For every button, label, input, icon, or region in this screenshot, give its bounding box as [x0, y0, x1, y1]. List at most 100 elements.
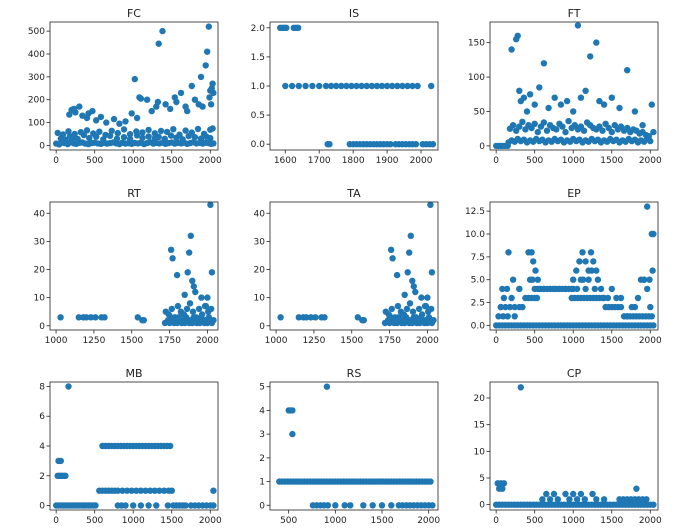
y-tick-label: 150: [468, 39, 485, 49]
scatter-points: [493, 203, 657, 329]
y-tick-label: 4: [259, 406, 265, 416]
axes-frame: [269, 201, 439, 331]
data-point: [523, 108, 531, 115]
data-point: [536, 84, 543, 91]
data-point: [531, 101, 538, 108]
data-point: [511, 313, 518, 320]
data-point: [410, 283, 417, 290]
data-point: [495, 313, 502, 320]
data-point: [389, 255, 396, 262]
data-point: [62, 472, 69, 479]
data-point: [565, 117, 572, 125]
data-point: [616, 104, 623, 112]
data-point: [570, 276, 577, 283]
data-point: [122, 502, 129, 509]
data-point: [322, 82, 330, 90]
data-point: [556, 285, 563, 293]
data-point: [184, 269, 191, 276]
data-point: [119, 487, 126, 494]
x-tick-label: 500: [526, 516, 543, 526]
data-point: [289, 407, 296, 414]
y-tick-label: 3: [259, 430, 265, 440]
data-point: [338, 82, 345, 90]
data-point: [406, 300, 414, 307]
data-point: [508, 294, 515, 302]
x-tick-label: 1750: [158, 336, 181, 346]
x-tick-label: 1000: [45, 336, 68, 346]
data-point: [562, 285, 569, 293]
subplot-title: TA: [346, 187, 361, 200]
data-point: [182, 127, 189, 134]
data-point: [358, 82, 365, 90]
data-point: [546, 285, 554, 293]
subplot-title: IS: [349, 7, 359, 20]
data-point: [75, 314, 83, 321]
data-point: [341, 502, 348, 509]
data-point: [168, 487, 175, 494]
data-point: [599, 127, 606, 134]
data-point: [198, 294, 205, 301]
data-point: [415, 305, 423, 313]
scatter-points: [277, 201, 437, 327]
data-point: [133, 114, 141, 122]
data-point: [303, 314, 310, 321]
data-point: [133, 128, 140, 135]
data-point: [207, 101, 215, 108]
y-tick-label: 0: [259, 501, 265, 511]
data-point: [644, 285, 651, 293]
data-point: [617, 294, 625, 302]
data-point: [316, 82, 323, 90]
data-point: [57, 314, 64, 321]
scatter-points: [57, 201, 217, 327]
data-point: [424, 294, 431, 301]
data-point: [373, 82, 381, 90]
data-point: [414, 82, 421, 90]
y-tick-label: 10.0: [465, 230, 485, 240]
y-tick-label: 40: [34, 209, 46, 219]
data-point: [640, 276, 648, 283]
x-tick-label: 2000: [639, 336, 662, 346]
data-point: [526, 91, 534, 98]
data-point: [394, 302, 402, 310]
x-tick-label: 1500: [120, 336, 143, 346]
data-point: [92, 502, 99, 509]
data-point: [648, 101, 655, 108]
y-tick-label: 2: [259, 454, 265, 464]
y-tick-label: 300: [28, 73, 45, 83]
data-point: [312, 314, 319, 321]
x-tick-label: 1000: [265, 336, 288, 346]
data-point: [131, 75, 138, 83]
data-point: [573, 267, 580, 274]
data-point: [533, 294, 541, 302]
data-point: [576, 258, 583, 265]
data-point: [389, 82, 396, 90]
data-point: [430, 317, 437, 324]
data-point: [418, 311, 426, 318]
y-tick-label: 20: [34, 266, 46, 276]
data-point: [210, 317, 217, 324]
y-tick-label: 7.5: [471, 253, 485, 263]
data-point: [332, 502, 339, 509]
data-point: [407, 232, 414, 239]
data-point: [173, 271, 181, 279]
data-point: [197, 73, 205, 81]
data-point: [585, 267, 592, 274]
y-tick-label: 30: [254, 237, 266, 247]
data-point: [160, 487, 168, 494]
data-point: [348, 82, 355, 90]
data-point: [546, 496, 554, 503]
data-point: [167, 105, 174, 113]
data-point: [145, 502, 152, 509]
data-point: [644, 203, 651, 210]
data-point: [539, 496, 546, 503]
data-point: [378, 82, 386, 90]
data-point: [151, 130, 158, 137]
data-point: [208, 305, 215, 313]
data-point: [363, 82, 370, 90]
data-point: [192, 314, 200, 321]
data-point: [590, 258, 597, 265]
data-point: [92, 314, 99, 321]
data-point: [326, 141, 333, 148]
data-point: [93, 117, 100, 124]
